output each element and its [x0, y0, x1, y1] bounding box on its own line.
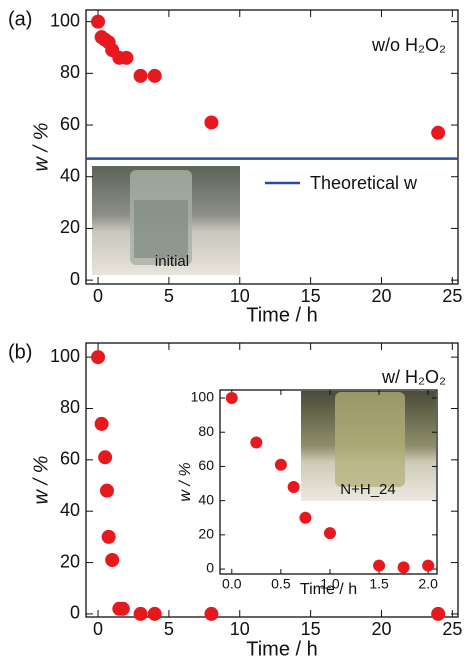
x-tick-label: 5: [164, 286, 174, 306]
y-tick-label: 100: [191, 389, 215, 405]
x-tick-label: 15: [301, 619, 321, 639]
x-tick-label: 0.0: [222, 576, 242, 592]
data-point: [105, 552, 120, 567]
y-tick-label: 60: [60, 449, 80, 469]
photo-caption: initial: [155, 253, 189, 270]
data-point: [204, 606, 219, 621]
legend-label: Theoretical w: [310, 173, 418, 193]
y-axis-label: w / %: [30, 456, 52, 505]
x-tick-label: 10: [230, 619, 250, 639]
y-tick-label: 40: [60, 165, 80, 185]
x-tick-label: 10: [230, 286, 250, 306]
x-axis-label: Time / h: [300, 581, 357, 598]
y-tick-label: 20: [198, 526, 214, 542]
panel-label: (a): [8, 8, 32, 30]
x-tick-label: 0: [93, 286, 103, 306]
data-point: [101, 529, 116, 544]
y-tick-label: 80: [198, 423, 214, 439]
y-tick-label: 100: [50, 10, 80, 30]
data-point: [133, 68, 148, 83]
y-tick-label: 80: [60, 62, 80, 82]
data-point: [115, 601, 130, 616]
x-tick-label: 1.0: [320, 576, 340, 592]
plot-frame: [219, 389, 438, 575]
x-tick-label: 2.0: [418, 576, 438, 592]
data-point: [431, 125, 446, 140]
data-point: [204, 115, 219, 130]
data-point: [323, 527, 336, 540]
photo-initial: initial: [92, 166, 240, 275]
data-point: [91, 14, 106, 29]
data-point: [225, 392, 238, 405]
data-point: [397, 561, 410, 574]
y-tick-label: 40: [198, 491, 214, 507]
data-point: [91, 350, 106, 365]
data-point: [299, 511, 312, 524]
x-tick-label: 20: [371, 619, 391, 639]
y-tick-label: 20: [60, 551, 80, 571]
plot-frame: [85, 342, 459, 618]
data-point: [431, 606, 446, 621]
plot-frame: [85, 9, 459, 285]
y-tick-label: 60: [198, 457, 214, 473]
annotation: w/ H₂O₂: [381, 367, 446, 387]
data-point: [147, 606, 162, 621]
y-tick-label: 0: [70, 603, 80, 623]
data-point: [119, 50, 134, 65]
y-tick-label: 100: [50, 346, 80, 366]
x-tick-label: 5: [164, 619, 174, 639]
x-tick-label: 15: [301, 286, 321, 306]
data-point: [98, 450, 113, 465]
x-tick-label: 0: [93, 619, 103, 639]
y-tick-label: 80: [60, 397, 80, 417]
x-tick-label: 20: [371, 286, 391, 306]
panel-label: (b): [8, 341, 32, 363]
data-point: [250, 436, 263, 449]
y-tick-label: 40: [60, 500, 80, 520]
data-point: [373, 559, 386, 572]
y-tick-label: 0: [206, 560, 214, 576]
y-tick-label: 0: [70, 269, 80, 289]
x-tick-label: 0.5: [271, 576, 291, 592]
y-axis-label: w / %: [30, 123, 52, 172]
data-point: [274, 458, 287, 471]
x-tick-label: 25: [442, 286, 462, 306]
x-tick-label: 25: [442, 619, 462, 639]
y-axis-label: w / %: [177, 462, 194, 501]
x-axis-label: Time / h: [246, 304, 318, 326]
data-point: [99, 483, 114, 498]
data-point: [94, 416, 109, 431]
data-point: [147, 68, 162, 83]
x-tick-label: 1.5: [369, 576, 389, 592]
data-point: [133, 606, 148, 621]
photo-caption: N+H_24: [340, 481, 395, 498]
annotation: w/o H₂O₂: [371, 35, 446, 55]
x-axis-label: Time / h: [246, 638, 318, 660]
photo-n-h-24: N+H_24: [301, 391, 436, 501]
data-point: [287, 480, 300, 493]
y-tick-label: 60: [60, 114, 80, 134]
data-point: [422, 559, 435, 572]
y-tick-label: 20: [60, 217, 80, 237]
